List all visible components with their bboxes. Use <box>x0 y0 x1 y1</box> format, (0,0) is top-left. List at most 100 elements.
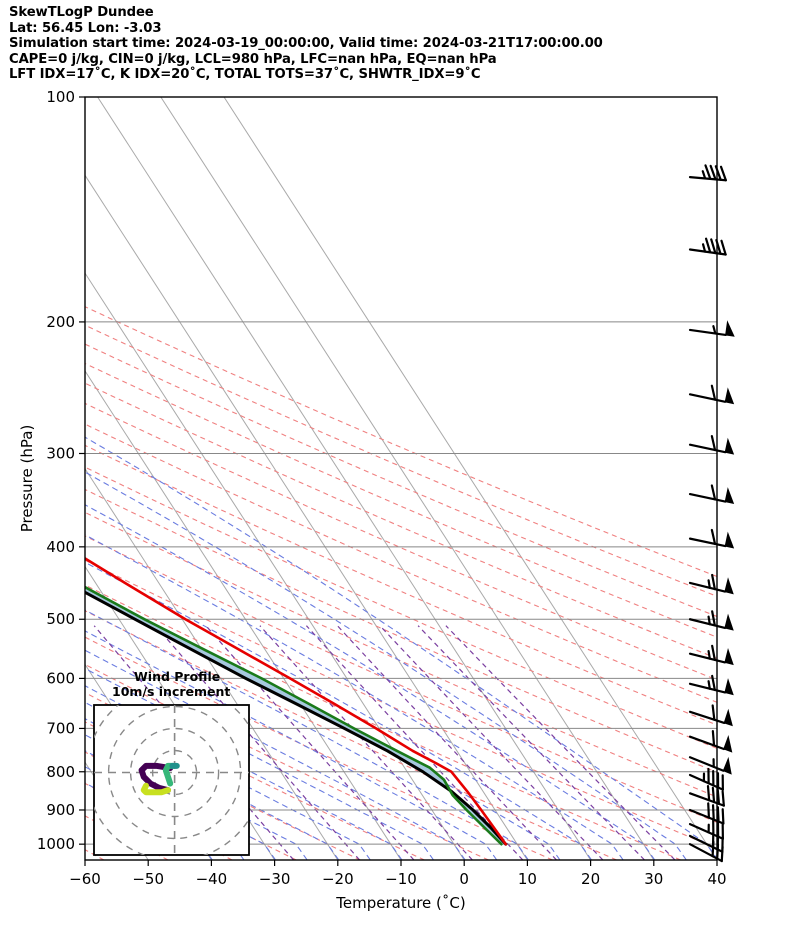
barb-shaft <box>688 493 727 503</box>
dry-adiabat-line <box>85 559 717 850</box>
dry-adiabat-line <box>85 382 717 660</box>
temperature-tick-label: 0 <box>459 870 469 888</box>
hodograph-trace <box>138 762 174 794</box>
barb-full <box>714 165 722 181</box>
barb-pennant <box>725 320 735 337</box>
wind-barb <box>688 434 735 455</box>
barb-full <box>711 840 715 858</box>
temperature-tick-label: −20 <box>322 870 354 888</box>
barb-shaft <box>688 682 727 694</box>
header-title: SkewTLogP Dundee <box>9 5 154 20</box>
temperature-profile-line <box>85 556 508 846</box>
wind-barb <box>688 320 735 337</box>
wind-barb <box>688 644 734 666</box>
barb-shaft <box>688 735 725 751</box>
barb-pennant <box>724 487 735 504</box>
wind-barb <box>688 528 735 549</box>
temperature-tick-label: −60 <box>69 870 101 888</box>
header-block: SkewTLogP Dundee Lat: 56.45 Lon: -3.03 S… <box>9 5 769 83</box>
mixing-ratio-line <box>155 625 361 860</box>
moist-adiabat-line <box>85 436 717 860</box>
pressure-tick-label: 100 <box>46 88 75 106</box>
wind-barb <box>688 756 732 775</box>
temperature-tick-label: −40 <box>196 870 228 888</box>
pressure-tick-label: 500 <box>46 610 75 628</box>
barb-full <box>710 434 717 452</box>
pressure-tick-label: 800 <box>46 763 75 781</box>
barb-full <box>711 644 716 661</box>
wind-barb <box>688 784 725 807</box>
barb-full <box>710 528 717 546</box>
dry-adiabat-line <box>85 402 717 681</box>
barb-pennant <box>724 437 735 455</box>
barb-pennant <box>722 756 732 775</box>
barb-full <box>704 237 712 254</box>
pressure-tick-label: 300 <box>46 444 75 462</box>
barb-pennant <box>724 531 735 549</box>
header-location: Lat: 56.45 Lon: -3.03 <box>9 20 162 36</box>
wind-barb <box>688 237 727 256</box>
barb-full <box>721 808 725 825</box>
barb-full <box>716 806 720 823</box>
barb-shaft <box>688 328 727 337</box>
barb-shaft <box>688 443 727 454</box>
barb-full <box>709 164 717 181</box>
temperature-tick-label: 10 <box>518 870 537 888</box>
mixing-ratio-line <box>379 625 604 860</box>
inset-title-line1: Wind Profile <box>134 669 220 684</box>
barb-full <box>711 674 716 692</box>
wind-barb <box>688 164 727 182</box>
dry-adiabat-line <box>85 610 617 860</box>
barb-half <box>707 615 711 626</box>
barb-pennant <box>724 577 734 595</box>
wind-barb <box>688 484 735 504</box>
isotherm-line <box>85 467 339 860</box>
barb-full <box>711 804 715 821</box>
moist-adiabat-line <box>85 471 687 860</box>
moist-adiabat-line <box>85 701 371 860</box>
barb-full <box>704 164 712 180</box>
x-axis-label: Temperature (˚C) <box>335 894 465 912</box>
wind-barb <box>688 704 733 727</box>
wind-barb <box>688 610 734 631</box>
dry-adiabat-line <box>85 306 717 578</box>
inset-content <box>94 705 249 855</box>
wind-barbs <box>688 164 735 863</box>
moist-adiabat-line <box>85 504 656 860</box>
header-times: Simulation start time: 2024-03-19_00:00:… <box>9 36 603 52</box>
barb-shaft <box>688 710 726 725</box>
barb-full <box>711 704 716 721</box>
barb-full <box>710 238 717 255</box>
barb-full <box>707 802 711 819</box>
hodograph-trace <box>140 782 171 796</box>
barb-pennant <box>724 678 734 696</box>
moist-adiabat-line <box>85 718 340 860</box>
barb-half <box>707 579 711 589</box>
wind-barb <box>688 840 724 863</box>
inset-title-line2: 10m/s increment <box>112 684 230 699</box>
barb-shaft <box>688 618 727 630</box>
barb-half <box>701 243 707 253</box>
barb-pennant <box>723 708 733 727</box>
isotherm-line <box>85 859 86 860</box>
moist-adiabat-line <box>85 561 592 860</box>
barb-shaft <box>688 652 727 664</box>
pressure-tick-label: 700 <box>46 719 75 737</box>
dry-adiabat-line <box>85 849 105 860</box>
parcel-profile-line <box>85 590 508 846</box>
wind-barb <box>688 767 724 791</box>
barb-full <box>719 165 727 182</box>
barb-full <box>711 573 716 591</box>
temperature-tick-label: 40 <box>707 870 726 888</box>
moist-adiabat-line <box>85 630 498 860</box>
barb-full <box>716 788 721 805</box>
wind-barb <box>688 384 735 405</box>
barb-shaft <box>688 581 727 593</box>
pressure-tick-label: 900 <box>46 801 75 819</box>
barb-full <box>720 239 727 256</box>
barb-half <box>701 170 707 180</box>
barb-pennant <box>724 648 734 666</box>
